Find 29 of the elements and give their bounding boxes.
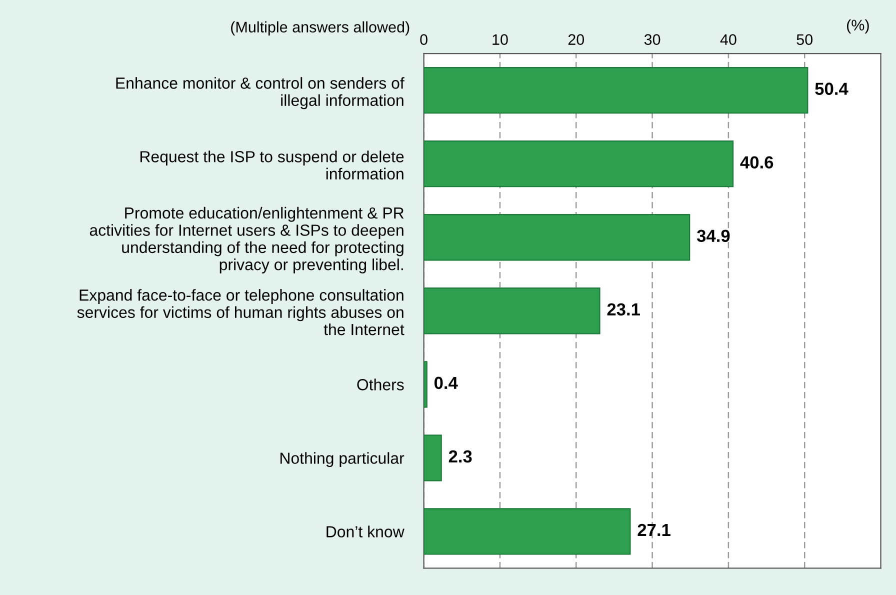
bar: [424, 361, 428, 408]
y-tick-label: Promote education/enlightenment & PR activities for Internet users & ISPs to deepen understanding of the need for protecting privacy or preventing libel.: [90, 206, 404, 274]
y-tick-label: Others: [357, 378, 404, 390]
data-label: 50.4: [815, 82, 848, 95]
data-label: 40.6: [740, 156, 774, 168]
x-tick-label: 0: [420, 34, 428, 45]
bar: [424, 288, 600, 334]
bar: [424, 434, 442, 482]
y-tick-label: Enhance monitor & control on senders of illegal information: [116, 77, 404, 110]
data-label: 23.1: [607, 303, 640, 316]
y-tick-label: Nothing particular: [280, 452, 404, 468]
x-tick-label: 40: [720, 34, 736, 45]
data-label: 2.3: [448, 450, 472, 463]
y-tick-label: Don’t know: [326, 526, 404, 538]
bar: [424, 214, 690, 261]
y-tick-label: Request the ISP to suspend or delete information: [140, 150, 404, 180]
data-label: 0.4: [434, 376, 458, 390]
x-tick-label: 30: [644, 34, 660, 45]
bar: [424, 66, 808, 114]
x-tick-label: 10: [492, 34, 508, 45]
x-tick-label: 50: [796, 34, 813, 45]
x-axis-title: (%): [846, 19, 869, 34]
data-label: 34.9: [696, 230, 730, 242]
x-tick-label: 20: [568, 34, 584, 45]
text: (Multiple answers allowed): [231, 21, 410, 36]
data-label: 27.1: [638, 524, 670, 536]
bar: [424, 508, 631, 555]
bar: [424, 140, 734, 188]
y-tick-label: Expand face-to-face or telephone consultation services for victims of human rights abuses on the Internet: [77, 289, 404, 336]
